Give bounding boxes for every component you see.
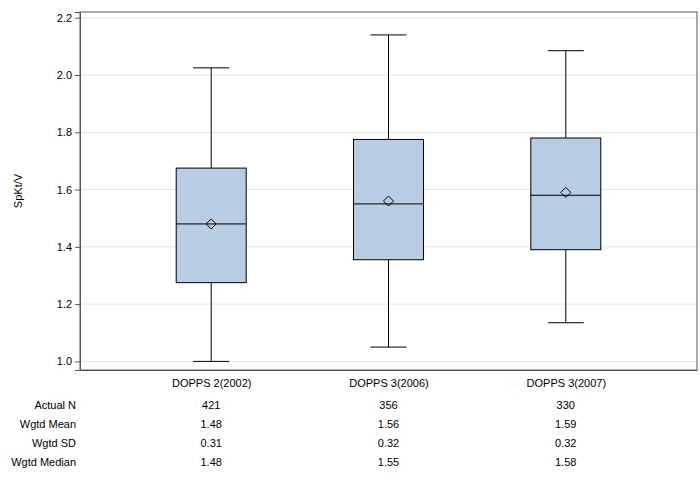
y-tick-mark	[75, 18, 80, 19]
whisker-cap	[371, 347, 407, 348]
grid-line	[80, 17, 697, 18]
table-cell: 356	[379, 399, 397, 411]
y-tick-label: 2.0	[57, 69, 72, 81]
whisker	[211, 283, 212, 362]
y-tick: 2.0	[57, 69, 80, 81]
y-tick: 2.2	[57, 12, 80, 24]
y-tick-mark	[75, 132, 80, 133]
mean-marker	[561, 187, 571, 197]
y-tick: 1.0	[57, 355, 80, 367]
y-tick-mark	[75, 190, 80, 191]
x-tick-label: DOPPS 3(2006)	[349, 377, 428, 389]
whisker-cap	[548, 50, 584, 51]
table-cell: 0.32	[555, 437, 576, 449]
y-tick-mark	[75, 304, 80, 305]
whisker	[388, 35, 389, 140]
table-cell: 1.56	[378, 418, 399, 430]
y-tick-label: 1.2	[57, 298, 72, 310]
box-group	[531, 51, 601, 323]
y-tick-mark	[75, 75, 80, 76]
y-tick-label: 2.2	[57, 12, 72, 24]
table-cell: 0.32	[378, 437, 399, 449]
whisker-cap	[193, 361, 229, 362]
table-cell: 421	[202, 399, 220, 411]
x-tick: DOPPS 3(2006)	[349, 370, 428, 389]
y-tick: 1.4	[57, 241, 80, 253]
table-cell: 1.59	[555, 418, 576, 430]
whisker-cap	[371, 34, 407, 35]
y-tick: 1.6	[57, 184, 80, 196]
whisker	[388, 260, 389, 347]
boxes	[176, 35, 601, 361]
y-tick: 1.2	[57, 298, 80, 310]
mean-marker	[384, 196, 394, 206]
table-row-label: Wgtd Median	[11, 456, 76, 468]
median-line	[176, 223, 246, 224]
whisker-cap	[193, 67, 229, 68]
box-group	[354, 35, 424, 347]
x-tick: DOPPS 2(2002)	[172, 370, 251, 389]
y-axis-title: SpKt/V	[12, 173, 24, 208]
x-tick: DOPPS 3(2007)	[527, 370, 606, 389]
chart: 1.0 1.2 1.4 1.6 1.8 2.0 2.2 SpKt/V DOPPS 2(2002)…	[0, 0, 700, 500]
box	[531, 138, 601, 250]
table-cell: 330	[557, 399, 575, 411]
y-tick: 1.8	[57, 126, 80, 138]
y-tick-label: 1.6	[57, 184, 72, 196]
y-tick-mark	[75, 247, 80, 248]
whisker	[565, 51, 566, 138]
box	[354, 139, 424, 259]
y-axis: 1.0 1.2 1.4 1.6 1.8 2.0 2.2	[57, 12, 81, 371]
y-tick-label: 1.8	[57, 126, 72, 138]
grid-line	[80, 361, 697, 362]
mean-marker	[206, 219, 216, 229]
table-cell: 0.31	[200, 437, 221, 449]
whisker	[211, 68, 212, 168]
grid	[80, 18, 697, 362]
y-tick-label: 1.4	[57, 241, 72, 253]
y-tick-mark	[75, 361, 80, 362]
box-group	[176, 68, 246, 362]
y-tick-label: 1.0	[57, 355, 72, 367]
table-cell: 1.48	[200, 418, 221, 430]
summary-table: Actual N 421 356 330 Wgtd Mean 1.48 1.56 1.59 Wg…	[11, 399, 576, 468]
table-row-label: Wgtd SD	[32, 437, 76, 449]
x-tick-label: DOPPS 3(2007)	[527, 377, 606, 389]
plot-frame	[80, 12, 697, 370]
whisker	[565, 250, 566, 323]
table-cell: 1.48	[200, 456, 221, 468]
table-row-label: Wgtd Mean	[20, 418, 76, 430]
y-axis-line	[75, 13, 81, 371]
x-tick-label: DOPPS 2(2002)	[172, 377, 251, 389]
whisker-cap	[548, 322, 584, 323]
median-line	[531, 195, 601, 196]
box	[176, 168, 246, 283]
x-axis: DOPPS 2(2002) DOPPS 3(2006) DOPPS 3(2007)	[81, 370, 698, 389]
median-line	[354, 203, 424, 204]
plot-background	[80, 12, 697, 370]
table-cell: 1.58	[555, 456, 576, 468]
x-axis-line	[81, 370, 698, 371]
table-row-label: Actual N	[34, 399, 76, 411]
table-cell: 1.55	[378, 456, 399, 468]
